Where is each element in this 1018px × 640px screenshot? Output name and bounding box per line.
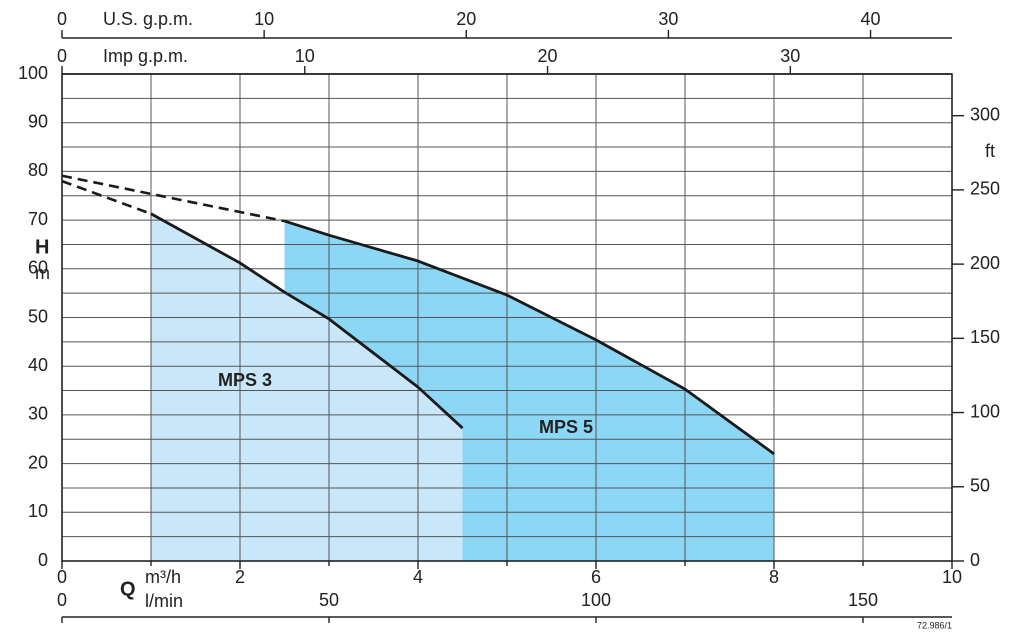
axis-tick-label: 10 [254, 9, 274, 29]
y-tick-label: 20 [28, 452, 48, 472]
x-tick-label: 4 [413, 567, 423, 587]
axis-tick-label: 100 [581, 590, 611, 610]
axis-tick-label: 40 [861, 9, 881, 29]
y2-tick-label: 300 [970, 104, 1000, 124]
series-line [150, 212, 464, 430]
axis-tick-label: 30 [658, 9, 678, 29]
y2-tick-label: 250 [970, 179, 1000, 199]
y-tick-label: 100 [18, 63, 48, 83]
y-tick-label: 90 [28, 111, 48, 131]
figure-code: 72.986/1 [917, 620, 952, 630]
x2-unit: l/min [145, 591, 183, 611]
series-line-extrapolated [61, 174, 285, 223]
x-tick-label: 8 [769, 567, 779, 587]
axis-tick-label: 20 [456, 9, 476, 29]
y-tick-label: 0 [38, 550, 48, 570]
axis-tick-label: 50 [319, 590, 339, 610]
y2-tick-label: 100 [970, 401, 1000, 421]
series-area [151, 213, 463, 562]
y-tick-label: 80 [28, 160, 48, 180]
y2-tick-label: 150 [970, 327, 1000, 347]
y2-tick-label: 50 [970, 476, 990, 496]
axis-tick-label: 0 [57, 46, 67, 66]
axis-label: Imp g.p.m. [103, 46, 188, 66]
series-line-extrapolated [61, 179, 152, 215]
x-tick-label: 10 [942, 567, 962, 587]
axis-tick-label: 0 [57, 590, 67, 610]
axis-tick-label: 0 [57, 9, 67, 29]
y-unit: m [35, 263, 50, 283]
x-unit: m³/h [145, 567, 181, 587]
x-tick-label: 2 [235, 567, 245, 587]
y-tick-label: 60 [28, 258, 48, 278]
axis-tick-label: 10 [295, 46, 315, 66]
y-tick-label: 30 [28, 404, 48, 424]
axis-tick-label: 30 [780, 46, 800, 66]
y2-tick-label: 200 [970, 253, 1000, 273]
axis-tick-label: 150 [848, 590, 878, 610]
y-tick-label: 70 [28, 209, 48, 229]
y2-tick-label: 0 [970, 550, 980, 570]
series-label: MPS 3 [218, 370, 272, 390]
y-symbol: H [35, 236, 49, 258]
x-tick-label: 6 [591, 567, 601, 587]
series-line [284, 219, 775, 455]
y-tick-label: 40 [28, 355, 48, 375]
y-tick-label: 10 [28, 501, 48, 521]
x-symbol: Q [120, 578, 136, 600]
y2-unit: ft [985, 141, 995, 161]
axis-label: U.S. g.p.m. [103, 9, 193, 29]
y-tick-label: 50 [28, 306, 48, 326]
x-tick-label: 0 [57, 567, 67, 587]
series-label: MPS 5 [539, 417, 593, 437]
axis-tick-label: 20 [538, 46, 558, 66]
